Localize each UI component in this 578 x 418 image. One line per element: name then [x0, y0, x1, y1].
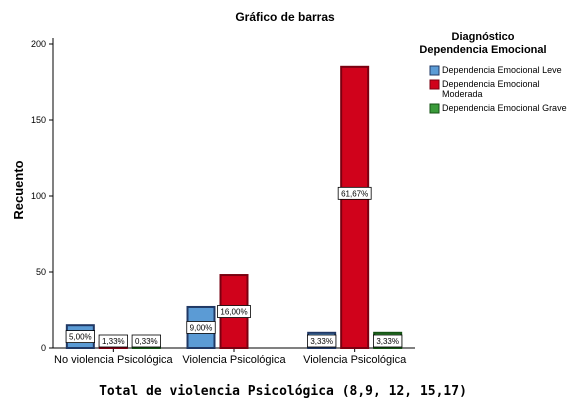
legend-label: Dependencia Emocional Leve — [442, 65, 562, 75]
x-tick-label: No violencia Psicológica — [54, 354, 173, 366]
y-tick-label: 0 — [41, 343, 46, 353]
chart-title: Gráfico de barras — [235, 10, 335, 24]
data-label: 9,00% — [190, 323, 213, 332]
data-label: 61,67% — [341, 189, 368, 198]
y-tick-label: 100 — [31, 191, 46, 201]
legend-title: Diagnóstico — [452, 31, 515, 43]
data-label-box — [65, 330, 95, 344]
legend-label: Dependencia Emocional — [442, 79, 540, 89]
data-label: 1,33% — [102, 337, 125, 346]
x-tick-label: Violencia Psicológica — [182, 354, 286, 366]
legend-swatch — [429, 79, 440, 90]
data-label: 0,33% — [135, 337, 158, 346]
bar — [340, 65, 370, 350]
legend-swatch — [429, 65, 440, 76]
axes: 0 50 100 150 200 No violencia Psicológica Viol… — [31, 38, 415, 366]
x-axis-title: Total de violencia Psicológica (8,9, 12,… — [99, 384, 467, 399]
data-label-box — [131, 334, 161, 348]
data-label-box — [307, 334, 337, 348]
data-label-box — [337, 186, 372, 200]
y-tick-label: 200 — [31, 39, 46, 49]
legend-label: Moderada — [442, 89, 483, 99]
y-tick-label: 50 — [36, 267, 46, 277]
data-label: 3,33% — [376, 337, 399, 346]
data-label-box — [373, 334, 403, 348]
y-axis-title: Recuento — [11, 160, 26, 219]
legend-swatch — [429, 103, 440, 114]
bars: 5,00% 9,00% 3,33% 1,33% 16,00% 61,67% 0,33% 3,3… — [65, 65, 403, 350]
data-label: 16,00% — [220, 308, 247, 317]
legend-label: Dependencia Emocional Grave — [442, 103, 567, 113]
y-tick-label: 150 — [31, 115, 46, 125]
data-label-box — [217, 305, 251, 318]
legend-title: Dependencia Emocional — [419, 44, 546, 56]
data-label-box — [98, 334, 128, 348]
x-tick-label: Violencia Psicológica — [303, 354, 407, 366]
data-label: 3,33% — [310, 337, 333, 346]
data-label: 5,00% — [69, 333, 92, 342]
data-label-box — [186, 321, 216, 334]
